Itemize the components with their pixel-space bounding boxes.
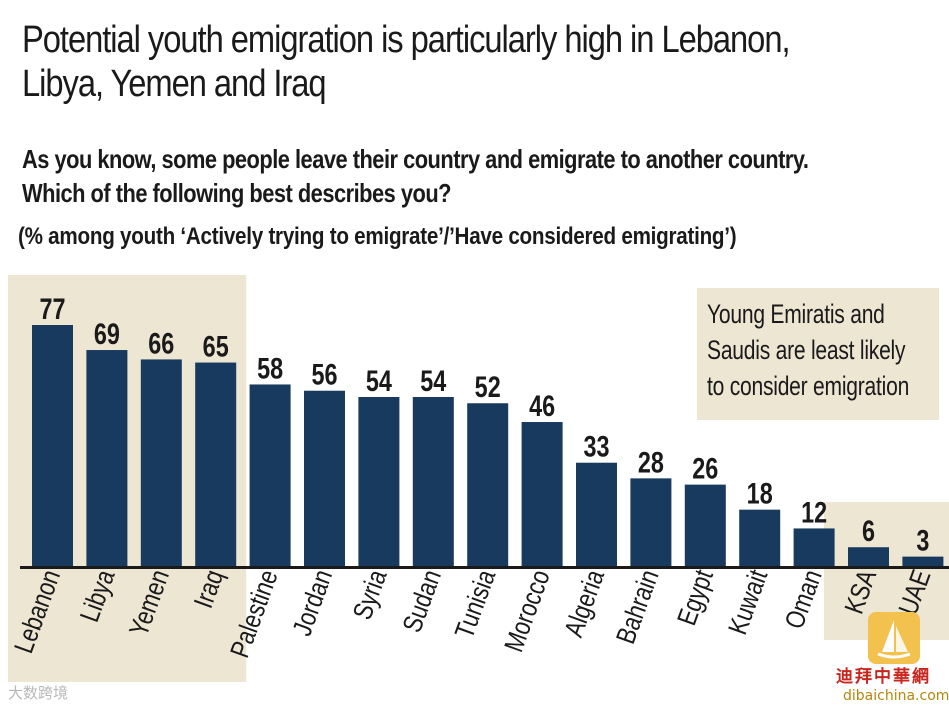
watermark-cn: 迪拜中華網 — [836, 667, 931, 687]
value-label: 3 — [916, 524, 929, 557]
chart-title: Potential youth emigration is particular… — [22, 18, 796, 106]
note-line-2: Saudis are least likely — [707, 335, 906, 365]
category-label: Syria — [348, 566, 393, 624]
bar-libya — [86, 350, 128, 566]
watermark-url: dibaichina.com — [843, 688, 949, 704]
note-box: Young Emiratis and Saudis are least like… — [697, 288, 939, 420]
title-line-2: Libya, Yemen and Iraq — [22, 63, 327, 105]
value-label: 54 — [366, 364, 392, 397]
value-label: 12 — [801, 496, 827, 529]
value-label: 33 — [583, 430, 609, 463]
category-label: Morocco — [500, 566, 557, 656]
category-label: Algeria — [559, 566, 610, 641]
bar-uae — [902, 556, 944, 566]
value-label: 18 — [747, 477, 773, 510]
bar-kuwait — [739, 509, 781, 566]
value-label: 54 — [420, 364, 446, 397]
survey-question: As you know, some people leave their cou… — [22, 142, 809, 210]
title-line-1: Potential youth emigration is particular… — [22, 19, 791, 61]
bar-algeria — [576, 462, 617, 566]
bar-jordan — [304, 390, 345, 566]
bar-tunisia — [467, 403, 509, 566]
value-label: 66 — [148, 327, 174, 360]
value-label: 56 — [311, 358, 337, 391]
sail-logo-icon — [868, 612, 920, 664]
value-label: 26 — [692, 452, 718, 485]
note-line-3: to consider emigration — [707, 371, 910, 401]
category-label: Kuwait — [723, 566, 774, 639]
subquestion: (% among youth ‘Actively trying to emigr… — [18, 223, 737, 250]
value-label: 77 — [39, 292, 65, 325]
category-label: Oman — [780, 566, 828, 633]
bar-egypt — [684, 484, 726, 566]
note-text: Young Emiratis and Saudis are least like… — [707, 296, 918, 404]
bar-yemen — [140, 359, 182, 566]
question-line-2: Which of the following best describes yo… — [22, 178, 452, 208]
question-line-1: As you know, some people leave their cou… — [22, 144, 809, 174]
category-label: Tunisia — [450, 566, 502, 643]
bar-lebanon — [32, 325, 73, 566]
value-label: 28 — [638, 446, 664, 479]
bar-palestine — [249, 384, 291, 566]
value-label: 58 — [257, 352, 283, 385]
value-label: 65 — [203, 330, 229, 363]
bar-iraq — [195, 362, 237, 566]
bar-ksa — [848, 547, 889, 566]
bar-oman — [793, 528, 835, 566]
value-label: 6 — [862, 514, 875, 547]
value-label: 69 — [94, 317, 120, 350]
value-label: 52 — [475, 370, 501, 403]
bar-morocco — [521, 422, 563, 566]
watermark-left: 大数跨境 — [8, 684, 69, 702]
bar-syria — [358, 396, 400, 566]
category-label: Egypt — [672, 566, 719, 629]
bar-bahrain — [630, 478, 672, 566]
category-label: Sudan — [398, 566, 448, 636]
bar-sudan — [412, 396, 454, 566]
category-label: Bahrain — [611, 566, 665, 648]
value-label: 46 — [529, 389, 555, 422]
category-label: Jordan — [288, 566, 339, 640]
note-line-1: Young Emiratis and — [707, 299, 885, 329]
